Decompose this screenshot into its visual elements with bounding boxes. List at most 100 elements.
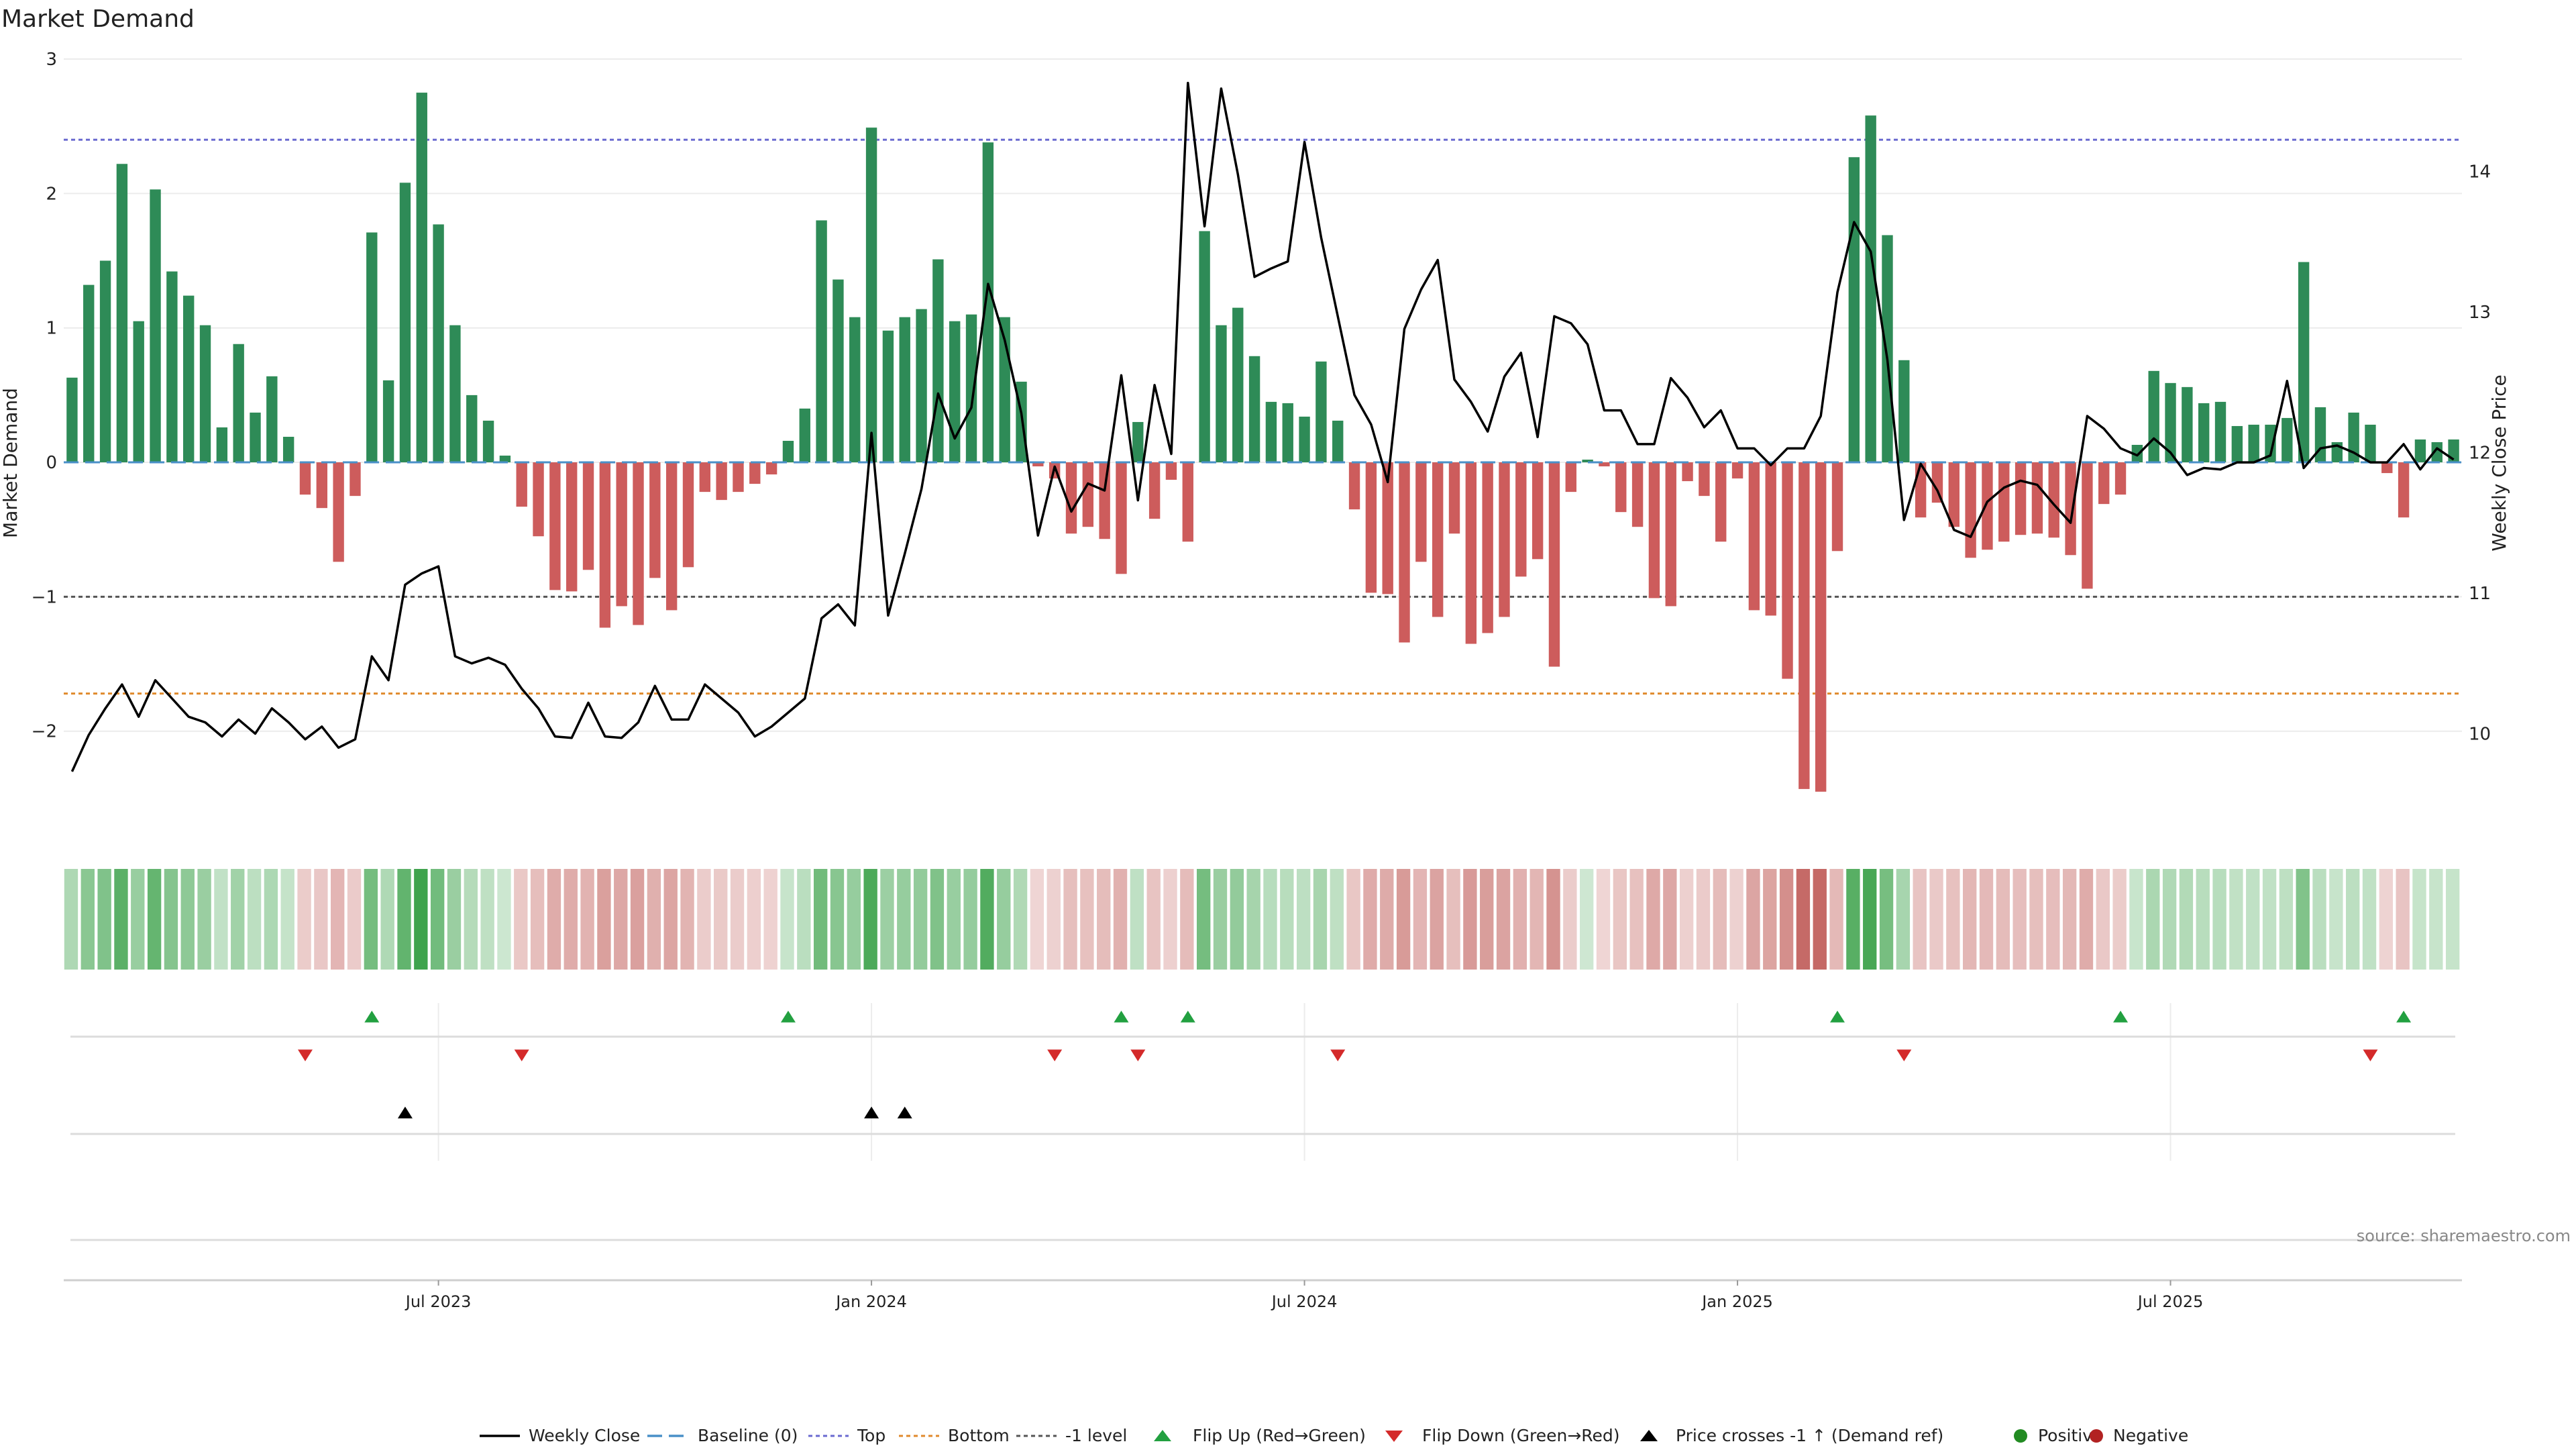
- legend-label: Bottom: [948, 1426, 1010, 1445]
- flip-up-marker: [364, 1010, 380, 1023]
- demand-bar-negative: [1565, 462, 1576, 492]
- demand-bar-negative: [616, 462, 627, 607]
- heat-cell: [897, 869, 911, 970]
- x-tick-label: Jan 2024: [835, 1292, 907, 1311]
- demand-bar-positive: [1865, 115, 1876, 463]
- source-note: source: sharemaestro.com: [2357, 1227, 2571, 1245]
- demand-bar-negative: [533, 462, 544, 537]
- reference-levels: [64, 138, 2462, 695]
- heat-cell: [1679, 869, 1694, 970]
- heat-cell: [1979, 869, 1994, 970]
- y-tick-label: 1: [46, 319, 57, 339]
- demand-bar-positive: [1299, 416, 1310, 463]
- price-line: [70, 81, 2455, 772]
- heat-cell: [2279, 869, 2294, 970]
- heat-cell: [1346, 869, 1360, 970]
- heat-cell: [1613, 869, 1627, 970]
- y2-tick-label: 11: [2469, 584, 2491, 604]
- heat-cell: [2429, 869, 2443, 970]
- demand-bar-positive: [865, 127, 877, 463]
- heat-cell: [347, 869, 362, 970]
- heat-cell: [214, 869, 228, 970]
- demand-bar-positive: [83, 284, 95, 463]
- demand-bar-positive: [2198, 403, 2210, 463]
- heat-cell: [1896, 869, 1911, 970]
- heat-cell: [1846, 869, 1860, 970]
- demand-bar-positive: [2431, 442, 2443, 463]
- heat-cell: [1580, 869, 1594, 970]
- heat-cell: [147, 869, 162, 970]
- demand-bar-positive: [2348, 412, 2359, 463]
- y-tick-label: −1: [32, 587, 57, 607]
- demand-bar-positive: [833, 279, 844, 463]
- heat-cell: [497, 869, 511, 970]
- heat-cell: [1296, 869, 1311, 970]
- demand-bar-positive: [133, 321, 144, 463]
- demand-bar-negative: [1965, 462, 1976, 558]
- heat-cell: [1363, 869, 1377, 970]
- heat-cell: [1713, 869, 1727, 970]
- heat-cell: [580, 869, 594, 970]
- price-cross-marker: [397, 1106, 413, 1119]
- demand-bar-negative: [716, 462, 727, 501]
- demand-bar-positive: [449, 325, 461, 463]
- heat-cell: [1779, 869, 1794, 970]
- demand-bar-positive: [982, 142, 994, 463]
- demand-bar-negative: [2114, 462, 2127, 495]
- flip-up-marker: [2113, 1010, 2129, 1023]
- heat-cell: [414, 869, 428, 970]
- y2-tick-label: 12: [2469, 443, 2491, 463]
- demand-bar-positive: [282, 436, 294, 463]
- demand-bar-negative: [1382, 462, 1393, 594]
- demand-bar-negative: [1032, 462, 1044, 467]
- demand-bar-positive: [1232, 307, 1244, 463]
- heat-cell: [1263, 869, 1277, 970]
- heat-cell: [1163, 869, 1177, 970]
- heat-cell: [797, 869, 811, 970]
- heat-cell: [1130, 869, 1144, 970]
- heat-cell: [264, 869, 278, 970]
- heat-cell: [2146, 869, 2160, 970]
- heat-cell: [2329, 869, 2343, 970]
- demand-bar-positive: [816, 220, 827, 463]
- demand-bar-negative: [1682, 462, 1693, 482]
- legend-swatch-negative: [2090, 1429, 2103, 1443]
- heat-cell: [647, 869, 661, 970]
- heat-cell: [1879, 869, 1894, 970]
- legend-label: Flip Down (Green→Red): [1422, 1426, 1620, 1445]
- legend-swatch-positive: [2014, 1429, 2027, 1443]
- demand-bar-positive: [366, 232, 378, 463]
- demand-bar-positive: [1216, 325, 1227, 463]
- heat-cell: [747, 869, 761, 970]
- heat-cell: [97, 869, 111, 970]
- heat-cell: [714, 869, 728, 970]
- heat-cell: [1430, 869, 1444, 970]
- heat-cell: [1746, 869, 1760, 970]
- heat-cell: [2396, 869, 2410, 970]
- x-tick-label: Jul 2023: [405, 1292, 472, 1311]
- heat-cell: [447, 869, 462, 970]
- flip-up-marker: [780, 1010, 796, 1023]
- heat-cell: [1863, 869, 1877, 970]
- y-tick-label: 3: [46, 50, 57, 70]
- heat-cell: [1330, 869, 1344, 970]
- demand-bar-negative: [1948, 462, 1960, 527]
- y-tick-label: −2: [32, 722, 57, 742]
- legend-swatch-price-cross: [1640, 1430, 1658, 1441]
- demand-bar-positive: [2131, 444, 2143, 463]
- demand-bar-negative: [1432, 462, 1444, 617]
- heat-cell: [1796, 869, 1811, 970]
- demand-bar-positive: [250, 412, 261, 463]
- demand-bar-positive: [916, 309, 927, 463]
- flip-down-marker: [514, 1049, 529, 1061]
- heat-cell: [980, 869, 994, 970]
- heat-cell: [197, 869, 211, 970]
- heat-cell: [730, 869, 745, 970]
- demand-bar-positive: [849, 317, 861, 463]
- x-tick-label: Jul 2024: [1271, 1292, 1338, 1311]
- demand-bar-negative: [2048, 462, 2059, 538]
- heat-cell: [1763, 869, 1777, 970]
- demand-bar-negative: [2098, 462, 2110, 505]
- demand-bar-positive: [799, 408, 810, 463]
